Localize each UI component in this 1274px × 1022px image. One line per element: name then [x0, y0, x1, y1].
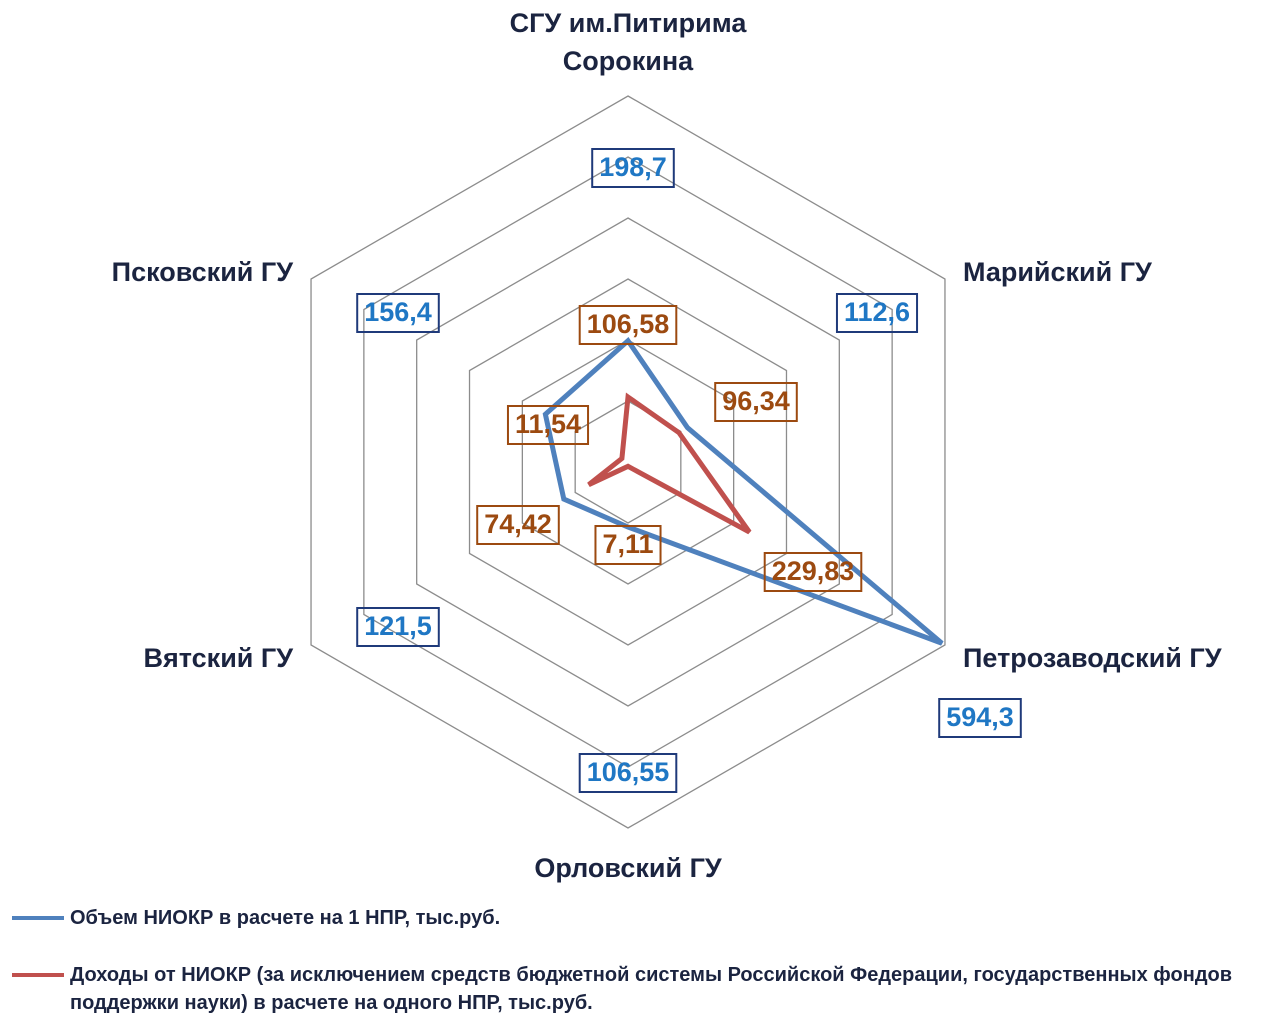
data-label: 106,55	[587, 757, 670, 787]
legend-label: Объем НИОКР в расчете на 1 НПР, тыс.руб.	[70, 907, 501, 929]
data-label: 229,83	[772, 556, 855, 586]
category-label: Орловский ГУ	[534, 853, 722, 883]
data-label-box	[356, 293, 440, 333]
data-label-box	[591, 148, 675, 188]
data-label: 121,5	[364, 611, 432, 641]
data-label-box	[594, 525, 662, 565]
category-label: Петрозаводский ГУ	[963, 643, 1222, 673]
data-label-box	[578, 753, 678, 793]
data-label-box	[506, 405, 590, 445]
data-label: 106,58	[587, 309, 670, 339]
data-label-box	[356, 607, 440, 647]
category-label: Псковский ГУ	[111, 257, 293, 287]
grid-ring	[521, 339, 735, 585]
category-label: СГУ им.Питирима Сорокина	[509, 8, 747, 76]
series-line	[587, 392, 752, 535]
data-label-box	[476, 505, 560, 545]
category-label: Марийский ГУ	[963, 257, 1152, 287]
grid-ring	[416, 217, 840, 707]
data-label: 156,4	[364, 297, 432, 327]
data-label-box	[763, 552, 863, 592]
data-label: 96,34	[722, 386, 790, 416]
data-label: 198,7	[599, 152, 667, 182]
data-label-box	[578, 305, 678, 345]
data-label: 594,3	[946, 702, 1014, 732]
data-label-box	[938, 698, 1022, 738]
data-label: 7,11	[602, 529, 653, 559]
grid-ring	[468, 278, 788, 646]
data-label-box	[835, 293, 919, 333]
data-label-box	[714, 382, 798, 422]
category-label: Вятский ГУ	[143, 643, 293, 673]
grid-ring	[363, 156, 893, 768]
legend-label: Доходы от НИОКР (за исключением средств …	[70, 964, 1233, 1014]
legend-swatch	[12, 973, 64, 977]
data-label: 11,54	[515, 409, 581, 439]
legend-swatch	[12, 916, 64, 920]
data-label: 112,6	[844, 297, 910, 327]
grid-ring	[310, 95, 946, 829]
data-label: 74,42	[484, 509, 552, 539]
